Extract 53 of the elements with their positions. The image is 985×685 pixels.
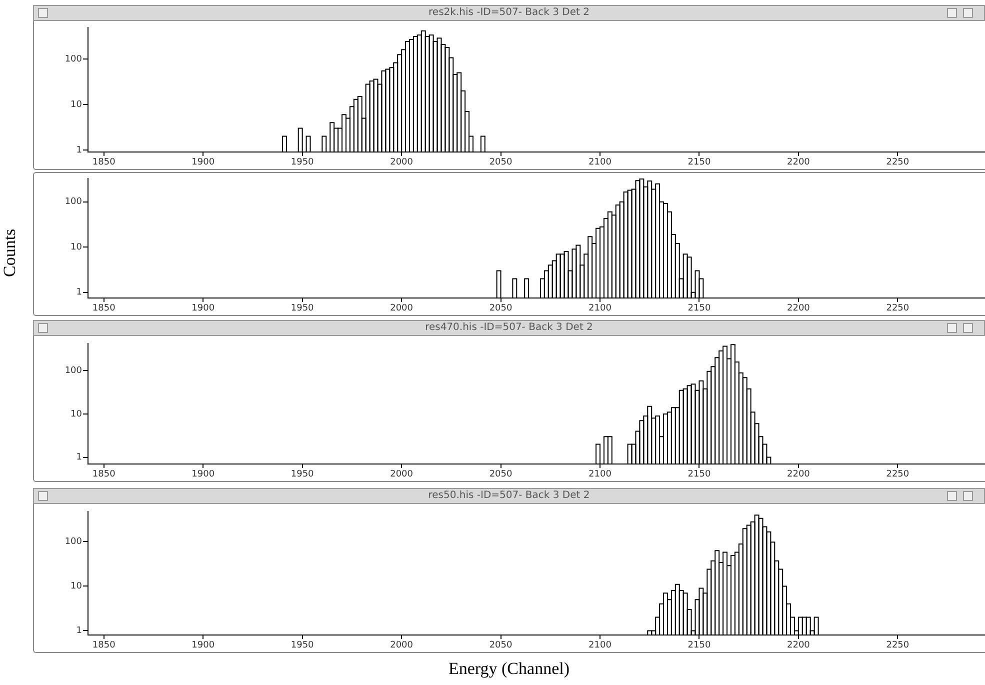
x-tick-label: 1950 [290,158,314,168]
x-tick-label: 1850 [92,470,116,480]
y-tick-label: 100 [64,197,82,208]
x-tick-label: 2000 [390,470,414,480]
y-tick-label: 1 [76,288,82,298]
y-tick-label: 100 [64,366,82,376]
x-tick-label: 1900 [192,470,215,480]
x-tick-label: 2000 [390,640,414,651]
chart-title: res50.his -ID=507- Back 3 Det 2 [33,488,985,504]
y-tick-label: 100 [64,54,82,64]
x-tick-label: 2200 [787,304,810,314]
x-tick-label: 2100 [588,470,612,480]
x-tick-label: 2150 [688,470,711,480]
x-tick-label: 2150 [688,304,711,314]
x-tick-label: 2150 [688,640,711,651]
x-tick-label: 2250 [886,470,910,480]
x-tick-label: 2200 [787,470,810,480]
x-tick-label: 1950 [290,640,314,651]
x-tick-label: 2050 [489,304,513,314]
x-tick-label: 2100 [588,158,612,168]
x-tick-label: 2000 [390,158,414,168]
x-tick-label: 2250 [886,304,910,314]
x-tick-label: 2100 [588,640,612,651]
x-tick-label: 1900 [192,304,215,314]
x-tick-label: 1950 [290,304,314,314]
chart-title: res2k.his -ID=507- Back 3 Det 2 [33,5,985,21]
x-tick-label: 2200 [787,640,810,651]
x-tick-label: 2100 [588,304,612,314]
x-tick-label: 2000 [390,304,414,314]
y-axis-title: Counts [0,228,20,277]
x-tick-label: 2050 [489,158,513,168]
x-tick-label: 1950 [290,470,314,480]
y-tick-label: 10 [70,582,82,592]
y-tick-label: 10 [70,242,82,252]
x-tick-label: 2050 [489,470,513,480]
y-tick-label: 1 [76,626,82,636]
x-tick-label: 1850 [92,640,116,651]
x-tick-label: 2050 [489,640,513,651]
y-tick-label: 1 [76,145,82,156]
x-tick-label: 2250 [886,640,910,651]
x-tick-label: 2250 [886,158,910,168]
x-tick-label: 2150 [688,158,711,168]
x-tick-label: 1900 [192,158,215,168]
x-tick-label: 1900 [192,640,215,651]
x-tick-label: 1850 [92,304,116,314]
y-tick-label: 100 [64,537,82,548]
x-tick-label: 1850 [92,158,116,168]
chart-title: res470.his -ID=507- Back 3 Det 2 [33,320,985,336]
y-tick-label: 10 [70,100,82,110]
y-tick-label: 1 [76,452,82,463]
y-tick-label: 10 [70,409,82,420]
x-axis-title: Energy (Channel) [447,659,570,679]
x-tick-label: 2200 [787,158,810,168]
